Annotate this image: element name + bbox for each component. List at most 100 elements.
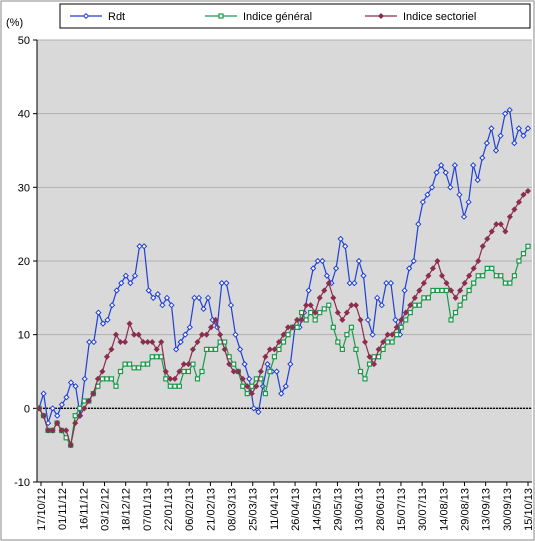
x-tick-label: 28/06/13 [375,488,387,531]
data-point [335,339,341,345]
x-tick-label: 21/02/13 [205,488,217,531]
data-point [398,324,404,330]
data-point [355,257,363,265]
data-point [159,302,166,309]
data-point [203,346,210,352]
data-point [411,294,418,301]
data-point [241,361,248,368]
data-point [393,324,400,331]
data-point [479,154,486,161]
data-point [430,287,436,294]
data-point [181,368,187,375]
data-point [112,331,119,338]
data-point [384,331,391,338]
data-point [448,317,454,323]
x-tick-label: 18/12/12 [121,488,133,531]
data-point [140,339,147,346]
data-point [280,331,287,338]
data-point [95,309,102,316]
data-point [483,140,490,147]
data-point [104,376,110,382]
legend: Rdt Indice général Indice sectoriel [70,11,476,23]
data-point [389,331,396,338]
data-point [248,390,255,397]
data-point [506,106,513,114]
data-point [332,265,340,272]
data-point [40,390,47,397]
data-point [434,287,441,294]
data-point [118,279,125,287]
data-point [266,346,273,353]
data-point [524,187,532,195]
data-point [394,332,400,338]
data-point [149,354,155,360]
data-point [227,302,235,309]
data-point [136,365,142,371]
data-point [474,176,481,184]
data-point [443,287,450,294]
data-point [135,331,142,338]
x-tick-label: 25/03/13 [248,488,260,531]
data-point [253,383,260,390]
x-tick-label: 13/06/13 [354,488,366,531]
data-point [334,309,341,316]
data-point [401,287,408,294]
data-point [72,420,79,427]
data-point [429,265,436,272]
data-point [235,368,242,375]
data-point [154,354,160,360]
data-point [276,346,282,352]
data-point [82,12,90,20]
data-point [457,302,463,308]
data-point [76,412,83,419]
x-tick-label: 16/11/12 [78,488,90,530]
data-point [72,383,79,390]
data-point [186,324,193,331]
data-point [167,375,174,382]
data-point [361,339,369,346]
data-point [203,331,210,338]
data-point [343,309,350,316]
data-point [246,375,253,382]
data-point [285,324,292,331]
data-point [54,420,61,427]
legend-label: Indice sectoriel [403,11,476,23]
data-point [515,199,522,206]
x-tick-label: 17/10/12 [36,488,48,531]
data-point [122,339,129,346]
data-point [163,376,169,382]
data-point [200,305,207,312]
data-point [403,317,409,323]
legend-label: Rdt [108,11,125,23]
data-point [204,294,212,301]
data-point [525,243,531,249]
data-point [493,273,499,279]
data-point [221,346,228,353]
data-point [122,361,128,367]
data-point [273,368,280,375]
data-point [262,353,269,360]
data-point [145,287,152,294]
data-point [462,295,468,301]
x-tick-label: 06/02/13 [184,488,196,531]
data-point [140,361,146,367]
data-point [58,427,65,434]
data-point [511,273,518,279]
x-tick-label: 30/07/13 [417,488,429,531]
data-point [502,280,508,286]
x-tick-label: 22/01/13 [163,488,175,531]
data-point [511,206,518,213]
data-point [506,213,513,220]
data-point [104,316,111,324]
data-point [149,339,156,346]
data-point [308,309,314,316]
x-tick-label: 13/09/13 [481,488,493,531]
data-point [72,413,78,419]
data-point [460,213,468,220]
data-point [493,221,500,228]
data-point [362,376,368,382]
data-point [317,309,323,316]
y-tick-label: -10 [14,477,30,489]
legend-label: Indice général [243,11,312,23]
data-point [126,320,133,327]
